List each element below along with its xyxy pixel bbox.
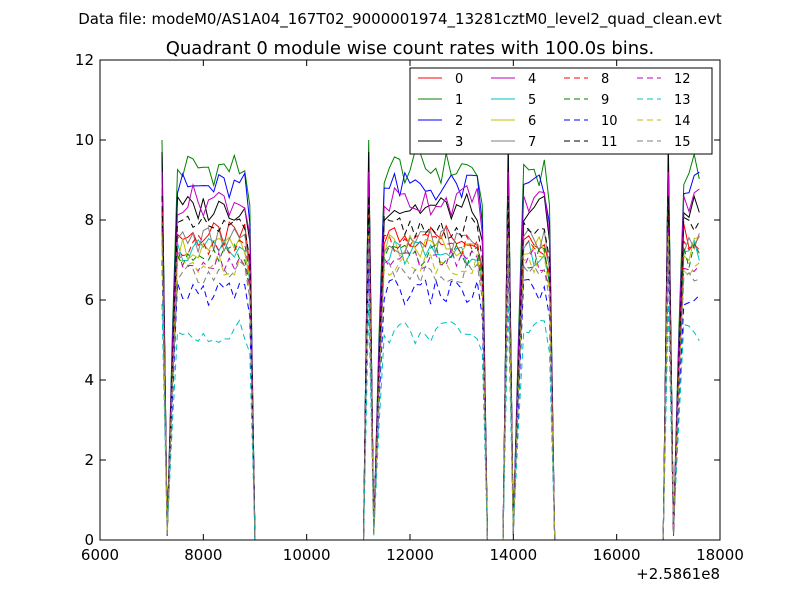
legend-label-1: 1 <box>455 93 463 108</box>
y-tick-label: 2 <box>84 451 94 469</box>
y-tick-label: 0 <box>84 531 94 549</box>
ticks-layer: 6000 8000 10000 12000 14000 16000 180000246810… <box>75 51 744 564</box>
series-layer <box>161 139 700 540</box>
legend-label-13: 13 <box>674 93 691 108</box>
legend-label-9: 9 <box>601 93 609 108</box>
legend-label-8: 8 <box>601 72 609 87</box>
datafile-label: Data file: modeM0/AS1A04_167T02_90000019… <box>78 10 722 29</box>
series-line-10 <box>161 259 700 540</box>
legend-label-15: 15 <box>674 135 691 150</box>
x-tick-label: 6000 <box>81 546 119 564</box>
legend-label-6: 6 <box>528 114 536 129</box>
legend-label-14: 14 <box>674 114 691 129</box>
series-line-15 <box>161 239 700 540</box>
y-tick-label: 10 <box>75 131 94 149</box>
x-tick-label: 14000 <box>489 546 537 564</box>
y-tick-label: 6 <box>84 291 94 309</box>
legend-label-4: 4 <box>528 72 536 87</box>
legend-label-3: 3 <box>455 135 463 150</box>
x-tick-label: 12000 <box>386 546 434 564</box>
legend-label-2: 2 <box>455 114 463 129</box>
legend-label-10: 10 <box>601 114 618 129</box>
series-line-13 <box>161 303 700 540</box>
y-tick-label: 4 <box>84 371 94 389</box>
legend-frame <box>409 67 713 155</box>
x-tick-label: 10000 <box>283 546 331 564</box>
legend-label-7: 7 <box>528 135 536 150</box>
chart-title: Quadrant 0 module wise count rates with … <box>166 38 655 59</box>
y-tick-label: 12 <box>75 51 94 69</box>
legend-label-11: 11 <box>601 135 618 150</box>
y-tick-label: 8 <box>84 211 94 229</box>
x-tick-label: 16000 <box>593 546 641 564</box>
x-tick-label: 18000 <box>696 546 744 564</box>
x-offset-label: +2.5861e8 <box>636 565 720 583</box>
legend-label-12: 12 <box>674 72 691 87</box>
x-tick-label: 8000 <box>184 546 222 564</box>
legend-label-0: 0 <box>455 72 463 87</box>
legend-label-5: 5 <box>528 93 536 108</box>
